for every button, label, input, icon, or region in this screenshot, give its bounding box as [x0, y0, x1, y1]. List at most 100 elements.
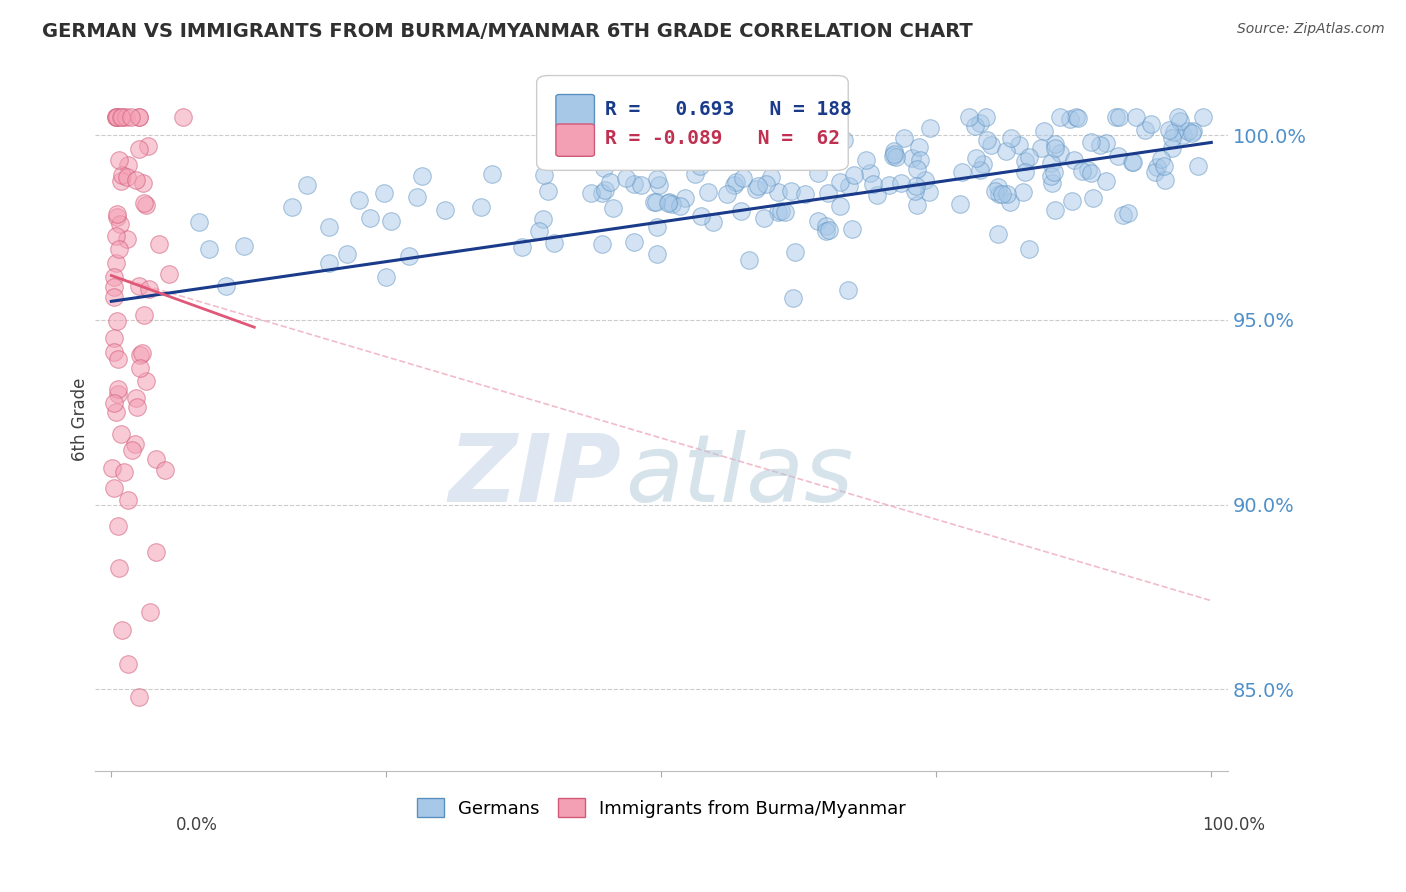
Point: [1108, 110, 1130, 124]
Point: [1168, 114, 1191, 128]
Point: [1153, 160, 1175, 174]
Point: [1191, 110, 1213, 124]
Point: [139, 605, 162, 619]
Point: [347, 194, 370, 208]
Point: [745, 182, 768, 196]
Point: [1146, 160, 1168, 174]
Point: [794, 186, 817, 201]
Point: [905, 162, 928, 177]
Point: [481, 167, 503, 181]
Point: [866, 188, 889, 202]
Point: [673, 191, 696, 205]
Point: [593, 183, 616, 197]
Point: [336, 247, 359, 261]
Text: 100.0%: 100.0%: [1202, 816, 1265, 834]
Point: [188, 214, 211, 228]
Point: [398, 249, 420, 263]
Point: [132, 177, 155, 191]
Point: [101, 460, 124, 475]
Point: [738, 252, 761, 267]
Point: [128, 279, 150, 293]
Point: [534, 146, 557, 161]
Point: [131, 345, 153, 359]
Point: [1060, 194, 1083, 209]
Point: [103, 280, 125, 294]
Point: [817, 223, 839, 237]
Point: [657, 196, 679, 211]
Point: [702, 215, 724, 229]
Point: [855, 153, 877, 167]
Point: [1039, 169, 1062, 183]
Point: [1000, 131, 1022, 145]
Point: [103, 270, 125, 285]
Point: [1063, 153, 1085, 167]
Point: [135, 198, 157, 212]
Point: [157, 267, 180, 281]
Point: [685, 167, 707, 181]
Point: [127, 400, 149, 414]
Point: [987, 180, 1010, 194]
Point: [623, 177, 645, 191]
Point: [1081, 191, 1104, 205]
Point: [1040, 176, 1063, 190]
Point: [128, 110, 150, 124]
Point: [1064, 110, 1087, 124]
Point: [411, 169, 433, 183]
Point: [107, 243, 129, 257]
Point: [105, 110, 128, 124]
Point: [105, 110, 128, 124]
Point: [1039, 155, 1062, 169]
Point: [1181, 126, 1204, 140]
Point: [1018, 151, 1040, 165]
Point: [145, 545, 167, 559]
Point: [1018, 242, 1040, 256]
Point: [969, 116, 991, 130]
Point: [657, 195, 679, 210]
Point: [1161, 141, 1184, 155]
Point: [531, 211, 554, 226]
Point: [917, 186, 939, 200]
Point: [716, 186, 738, 201]
Point: [908, 153, 931, 167]
Point: [644, 194, 666, 209]
Point: [645, 172, 668, 186]
Point: [1187, 159, 1209, 173]
Legend: Germans, Immigrants from Burma/Myanmar: Germans, Immigrants from Burma/Myanmar: [409, 791, 912, 825]
FancyBboxPatch shape: [555, 124, 595, 156]
Point: [405, 190, 427, 204]
Point: [976, 132, 998, 146]
Text: R =   0.693   N = 188: R = 0.693 N = 188: [605, 100, 852, 119]
Point: [1095, 174, 1118, 188]
Point: [105, 210, 128, 224]
Point: [797, 150, 820, 164]
Point: [215, 279, 238, 293]
Point: [591, 186, 613, 200]
Point: [433, 202, 456, 217]
Point: [579, 186, 602, 200]
Point: [1112, 208, 1135, 222]
Point: [969, 163, 991, 178]
Point: [838, 179, 860, 194]
Point: [1177, 124, 1199, 138]
Y-axis label: 6th Grade: 6th Grade: [72, 378, 89, 461]
Point: [648, 142, 671, 156]
Point: [974, 110, 997, 124]
Point: [1105, 110, 1128, 124]
Point: [1080, 135, 1102, 149]
Point: [108, 153, 131, 167]
Point: [1014, 165, 1036, 179]
Point: [103, 345, 125, 359]
Point: [107, 382, 129, 396]
Text: atlas: atlas: [626, 430, 853, 521]
Point: [120, 110, 142, 124]
Point: [134, 195, 156, 210]
Point: [103, 330, 125, 344]
Point: [972, 157, 994, 171]
Point: [537, 185, 560, 199]
Point: [1000, 195, 1022, 210]
Point: [1077, 163, 1099, 178]
Text: ZIP: ZIP: [449, 430, 621, 522]
Point: [904, 184, 927, 198]
Point: [1144, 165, 1167, 179]
Point: [1094, 136, 1116, 151]
